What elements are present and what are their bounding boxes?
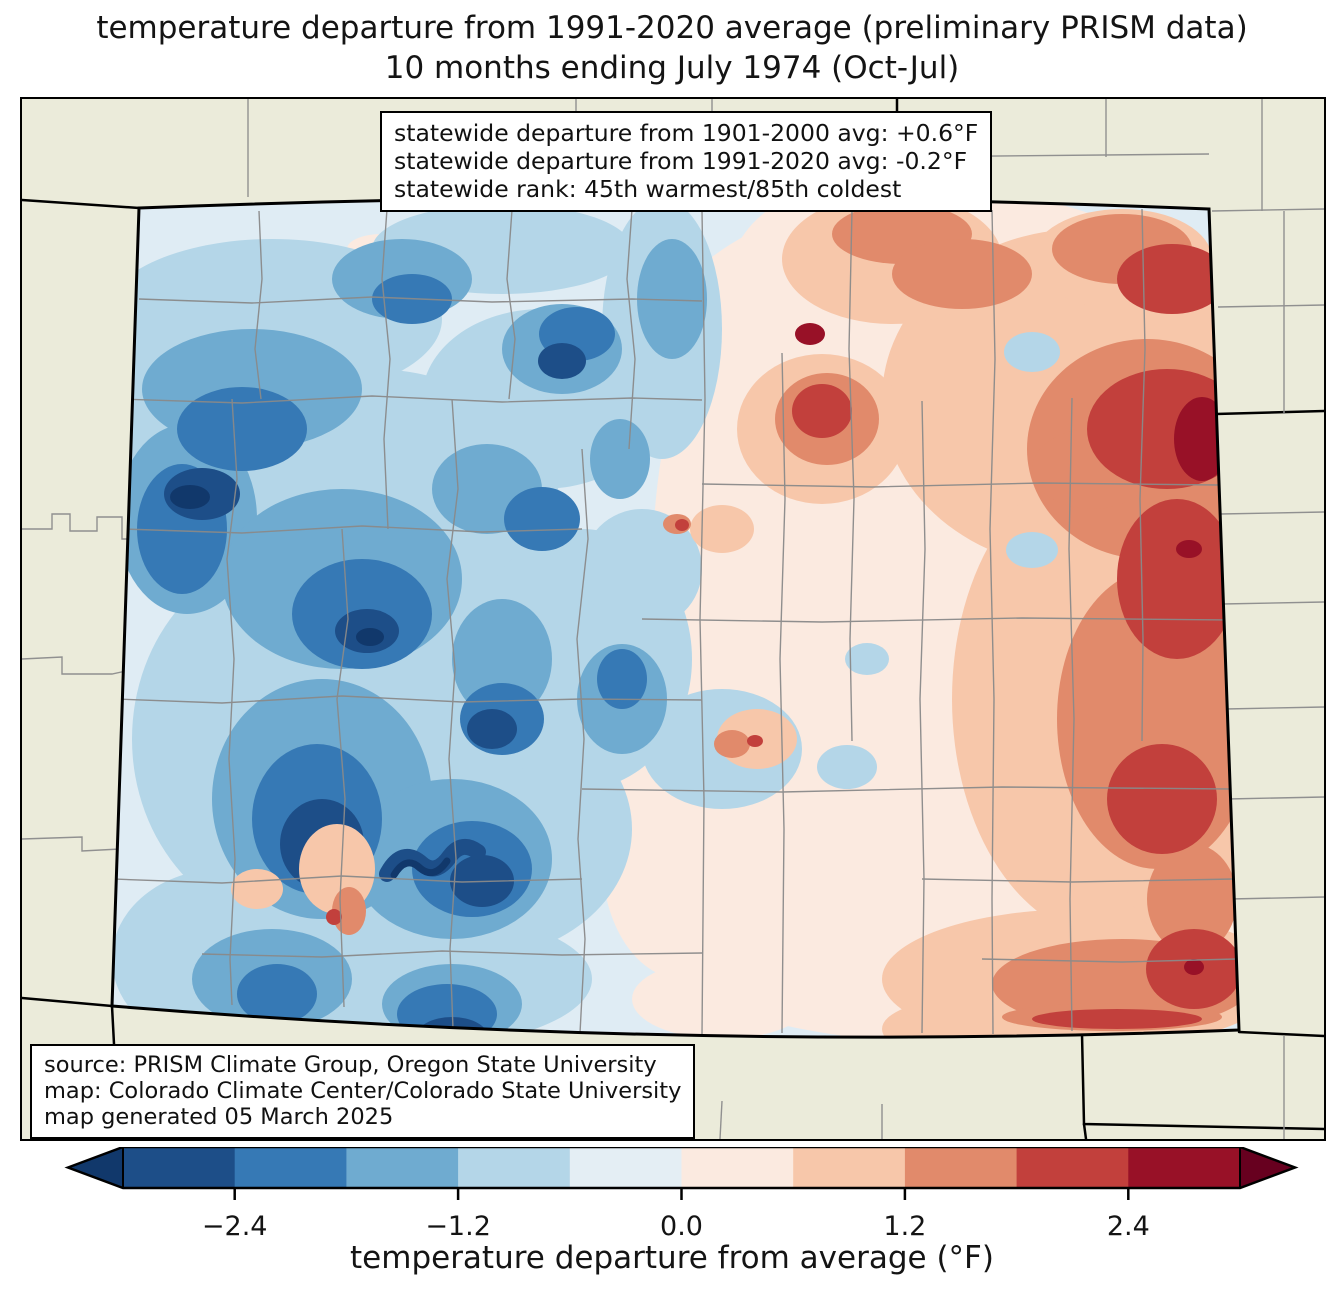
figure-title-line-1: temperature departure from 1991-2020 ave… [96, 10, 1248, 46]
contour-level-warm4 [326, 244, 1239, 1029]
stats-line-2: statewide departure from 1991-2020 avg: … [394, 147, 968, 175]
colorbar: −2.4 −1.2 0.0 1.2 2.4 [64, 1147, 1299, 1242]
colorbar-axis-label: temperature departure from average (°F) [350, 1240, 994, 1276]
colorbar-segment [458, 1147, 571, 1188]
colorbar-segment [1016, 1147, 1130, 1188]
stats-line-3: statewide rank: 45th warmest/85th coldes… [394, 175, 902, 203]
colorbar-segment [569, 1147, 683, 1188]
colorbar-tick-labels: −2.4 −1.2 0.0 1.2 2.4 [202, 1211, 1150, 1242]
stats-line-1: statewide departure from 1901-2000 avg: … [394, 119, 979, 147]
figure-title-line-2: 10 months ending July 1974 (Oct-Jul) [384, 50, 960, 86]
colorbar-under-arrow [68, 1147, 123, 1188]
source-attribution-box: source: PRISM Climate Group, Oregon Stat… [30, 1044, 696, 1139]
source-line-1: source: PRISM Climate Group, Oregon Stat… [44, 1052, 657, 1078]
contour-east-cool-pockets [817, 332, 1060, 789]
colorbar-segment [681, 1147, 795, 1188]
colorbar-segment [904, 1147, 1018, 1188]
statewide-stats-box: statewide departure from 1901-2000 avg: … [380, 111, 993, 212]
county-lines [112, 208, 1237, 1036]
colorbar-segment [234, 1147, 348, 1188]
colorbar-tick-label: −1.2 [425, 1211, 491, 1242]
colorbar-tick-label: −2.4 [202, 1211, 268, 1242]
colorbar-tick-label: 2.4 [1107, 1211, 1150, 1242]
colorbar-tick-label: 0.0 [660, 1211, 703, 1242]
colorbar-segments [123, 1147, 1241, 1188]
colorbar-segment [346, 1147, 460, 1188]
figure-title: temperature departure from 1991-2020 ave… [0, 8, 1344, 88]
colorbar-segment [793, 1147, 906, 1188]
colorado-map [22, 99, 1324, 1139]
temperature-contours [112, 197, 1239, 1038]
map-panel: statewide departure from 1901-2000 avg: … [20, 97, 1326, 1141]
colorbar-tick-marks [233, 1188, 1130, 1200]
source-line-3: map generated 05 March 2025 [44, 1104, 394, 1130]
colorbar-tick-label: 1.2 [883, 1211, 926, 1242]
colorbar-segment [123, 1147, 236, 1188]
colorbar-segment [1128, 1147, 1241, 1188]
colorbar-over-arrow [1240, 1147, 1295, 1188]
source-line-2: map: Colorado Climate Center/Colorado St… [44, 1078, 682, 1104]
